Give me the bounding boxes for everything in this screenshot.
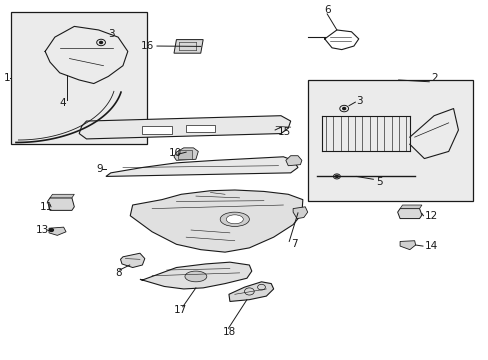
Circle shape	[100, 41, 102, 44]
Polygon shape	[106, 157, 297, 176]
Polygon shape	[50, 194, 74, 198]
Circle shape	[342, 108, 345, 110]
Bar	[178, 150, 192, 159]
Text: 8: 8	[116, 268, 122, 278]
Bar	[186, 125, 215, 132]
Bar	[142, 126, 171, 134]
Text: 3: 3	[108, 28, 115, 39]
Text: 1: 1	[4, 73, 10, 83]
Text: 16: 16	[141, 41, 154, 51]
Polygon shape	[174, 148, 198, 160]
Text: 3: 3	[356, 96, 362, 107]
Polygon shape	[285, 156, 301, 166]
Polygon shape	[79, 116, 290, 139]
Text: 7: 7	[290, 239, 297, 249]
Text: 18: 18	[222, 327, 235, 337]
Polygon shape	[47, 198, 74, 210]
Polygon shape	[120, 253, 144, 267]
Polygon shape	[130, 190, 302, 252]
Text: 14: 14	[424, 241, 437, 251]
Text: 17: 17	[174, 305, 187, 315]
Text: 9: 9	[96, 164, 102, 174]
Ellipse shape	[220, 212, 249, 226]
Bar	[11, 12, 147, 144]
Text: 4: 4	[60, 98, 66, 108]
Polygon shape	[140, 262, 251, 289]
Ellipse shape	[184, 271, 206, 282]
Text: 11: 11	[40, 202, 53, 212]
Text: 2: 2	[431, 73, 437, 83]
Polygon shape	[228, 282, 273, 301]
Text: 6: 6	[324, 5, 331, 15]
Text: 5: 5	[375, 177, 382, 187]
Polygon shape	[292, 207, 307, 219]
Text: 13: 13	[35, 225, 49, 235]
Bar	[307, 80, 472, 202]
Text: 12: 12	[424, 211, 437, 221]
Polygon shape	[397, 208, 421, 219]
Polygon shape	[399, 205, 421, 208]
Circle shape	[335, 175, 338, 177]
Polygon shape	[49, 227, 66, 235]
Text: 10: 10	[169, 148, 182, 158]
Circle shape	[49, 229, 53, 231]
Text: 15: 15	[277, 127, 290, 137]
Polygon shape	[174, 40, 203, 53]
Ellipse shape	[226, 215, 243, 224]
Polygon shape	[399, 241, 415, 249]
